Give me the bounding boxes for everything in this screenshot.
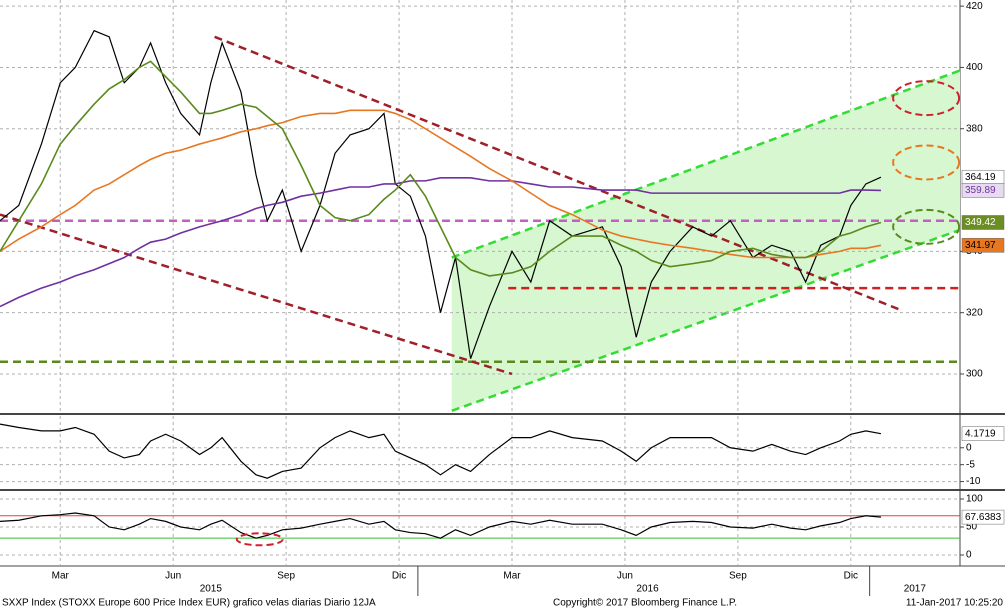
y-tick-label: 380 <box>966 123 983 134</box>
y-tick-label: 0 <box>966 442 972 453</box>
y-tick-label: 400 <box>966 62 983 73</box>
series-line <box>0 29 882 359</box>
x-tick-label: Mar <box>52 571 70 582</box>
value-label-box <box>961 426 1005 441</box>
y-tick-label: -10 <box>966 476 981 487</box>
panel <box>0 498 960 556</box>
year-label: 2017 <box>904 584 927 595</box>
channel-line <box>451 228 960 412</box>
series-line <box>0 109 882 259</box>
annotation-ellipse <box>892 80 961 117</box>
footer-right: 11-Jan-2017 10:25:20 <box>906 598 1004 609</box>
y-tick-label: 420 <box>966 1 983 12</box>
y-tick-label: 100 <box>966 494 983 505</box>
x-tick-label: Dic <box>844 571 858 582</box>
value-label: 364.19 <box>965 172 996 183</box>
x-tick-label: Jun <box>165 571 181 582</box>
footer-left: SXXP Index (STOXX Europe 600 Price Index… <box>2 598 376 609</box>
y-tick-label: 320 <box>966 307 983 318</box>
trend-line <box>0 213 513 376</box>
annotation-ellipse <box>235 532 284 547</box>
value-label: 4.1719 <box>965 428 996 439</box>
series-line <box>0 176 881 308</box>
year-label: 2016 <box>636 584 659 595</box>
channel-fill <box>451 70 960 411</box>
annotation-ellipse <box>892 208 961 245</box>
trend-line <box>214 35 901 311</box>
x-tick-label: Jun <box>617 571 633 582</box>
series-line <box>0 423 882 479</box>
year-label: 2015 <box>200 584 223 595</box>
y-tick-label: -5 <box>966 459 975 470</box>
value-label: 349.42 <box>965 217 996 228</box>
y-tick-label: 300 <box>966 369 983 380</box>
series-line <box>0 60 882 277</box>
x-tick-label: Sep <box>277 571 295 582</box>
value-label: 67.6383 <box>965 512 1002 523</box>
series-line <box>0 512 881 539</box>
annotation-ellipse <box>892 144 961 181</box>
value-label: 341.97 <box>965 240 996 251</box>
value-label-box <box>961 509 1005 525</box>
y-tick-label: 50 <box>966 522 978 533</box>
x-tick-label: Mar <box>503 571 521 582</box>
value-label-box <box>961 215 1005 230</box>
panel <box>0 423 960 483</box>
x-tick-label: Dic <box>392 571 406 582</box>
y-tick-label: 0 <box>966 550 972 561</box>
footer-center: Copyright© 2017 Bloomberg Finance L.P. <box>553 598 737 609</box>
value-label-box <box>961 183 1005 198</box>
x-tick-label: Sep <box>729 571 747 582</box>
panel <box>0 5 960 412</box>
value-label: 359.89 <box>965 185 996 196</box>
value-label-box <box>961 238 1005 253</box>
